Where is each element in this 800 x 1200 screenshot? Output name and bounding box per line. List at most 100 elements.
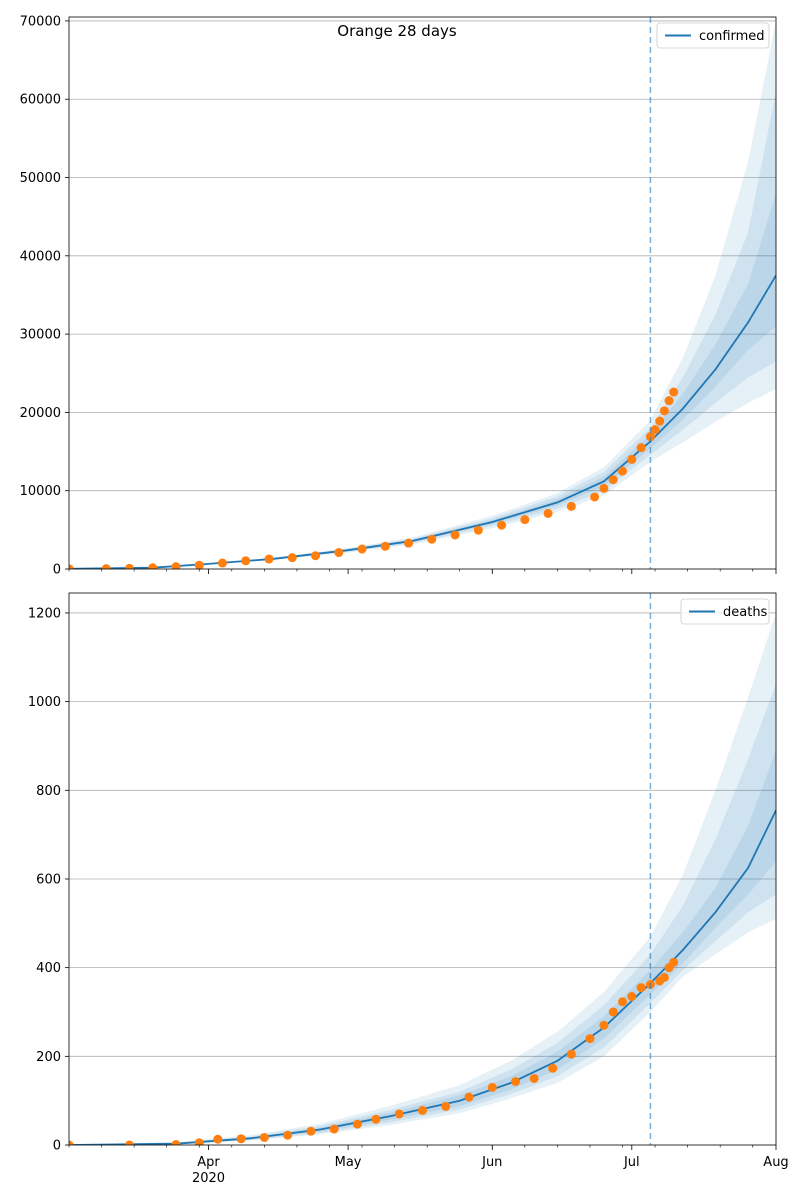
- legend-label: confirmed: [699, 29, 765, 44]
- legend-box: [680, 598, 770, 625]
- y-tick-label: 1000: [28, 695, 61, 710]
- observed-point: [124, 563, 134, 569]
- observed-point: [664, 396, 674, 406]
- legend: deaths: [680, 598, 770, 625]
- observed-point: [669, 957, 679, 967]
- observed-point: [418, 1105, 427, 1115]
- observed-point: [124, 1140, 134, 1145]
- observed-point: [287, 553, 297, 563]
- observed-point: [352, 1119, 362, 1129]
- observed-point: [608, 475, 618, 485]
- y-tick-label: 40000: [20, 249, 61, 264]
- observed-point: [655, 416, 665, 426]
- observed-point: [473, 525, 483, 535]
- observed-point: [543, 508, 553, 518]
- y-tick-label: 0: [53, 1139, 61, 1154]
- y-tick-label: 10000: [20, 484, 61, 499]
- observed-point: [566, 501, 576, 511]
- observed-point: [380, 541, 390, 551]
- plot-area: [69, 20, 776, 569]
- x-tick-sublabel: 2020: [192, 1171, 225, 1186]
- observed-point: [585, 1034, 595, 1044]
- axes-frame: [68, 592, 777, 1146]
- observed-point: [171, 1140, 181, 1145]
- observed-point: [520, 515, 530, 525]
- observed-point: [241, 556, 251, 566]
- observed-point: [599, 1020, 609, 1030]
- y-tick-label: 50000: [20, 171, 61, 186]
- x-tick-label: Apr: [197, 1155, 220, 1170]
- observed-point: [511, 1077, 521, 1087]
- observed-point: [264, 554, 274, 564]
- observed-point: [357, 544, 367, 554]
- uncertainty-band: [69, 20, 776, 569]
- confirmed-panel: 0 10000 20000 30000 40000 50000 60000 70000 conf…: [20, 14, 777, 578]
- observed-point: [659, 406, 669, 416]
- observed-point: [427, 534, 437, 544]
- uncertainty-band: [69, 613, 776, 1145]
- observed-point: [259, 1132, 269, 1142]
- observed-point: [645, 432, 655, 442]
- observed-point: [487, 1082, 497, 1092]
- observed-point: [283, 1130, 293, 1140]
- observed-point: [497, 520, 507, 530]
- legend-box: [656, 22, 770, 49]
- y-tick-label: 20000: [20, 406, 61, 421]
- y-tick-label: 400: [36, 961, 61, 976]
- observed-point: [548, 1063, 558, 1073]
- plot-area: [69, 613, 776, 1145]
- observed-point: [450, 530, 460, 540]
- observed-point: [627, 454, 637, 464]
- observed-point: [636, 983, 646, 993]
- observed-point: [566, 1049, 576, 1059]
- observed-point: [69, 564, 74, 569]
- observed-point: [608, 1007, 618, 1017]
- x-tick-label: Aug: [763, 1155, 788, 1170]
- uncertainty-band: [69, 91, 776, 569]
- y-tick-label: 1200: [28, 606, 61, 621]
- observed-point: [371, 1114, 381, 1124]
- uncertainty-band: [69, 750, 776, 1145]
- observed-point: [636, 443, 646, 453]
- observed-point: [618, 997, 628, 1007]
- observed-point: [441, 1101, 451, 1111]
- observed-point: [669, 387, 679, 397]
- x-tick-label: Jul: [623, 1155, 640, 1170]
- observed-point: [194, 1138, 204, 1145]
- x-tick-label: May: [335, 1155, 362, 1170]
- observed-point: [69, 1140, 74, 1145]
- observed-point: [194, 560, 204, 569]
- y-tick-label: 30000: [20, 328, 61, 343]
- uncertainty-band: [69, 193, 776, 569]
- observed-point: [529, 1073, 539, 1083]
- observed-point: [213, 1134, 223, 1144]
- median-forecast-line: [69, 274, 776, 569]
- observed-point: [171, 562, 181, 569]
- observed-point: [618, 466, 628, 476]
- legend: confirmed: [656, 22, 770, 49]
- y-tick-label: 60000: [20, 93, 61, 108]
- observed-point: [334, 548, 344, 558]
- observed-point: [627, 991, 637, 1001]
- observed-point: [650, 425, 660, 435]
- observed-point: [404, 538, 414, 548]
- observed-point: [148, 563, 158, 569]
- legend-label: deaths: [723, 605, 768, 620]
- observed-point: [394, 1109, 404, 1119]
- observed-point: [306, 1126, 316, 1136]
- observed-point: [101, 564, 111, 569]
- observed-point: [311, 551, 321, 561]
- observed-point: [599, 483, 609, 493]
- observed-point: [236, 1134, 246, 1144]
- x-tick-label: Jun: [481, 1155, 502, 1170]
- observed-point: [217, 558, 227, 568]
- y-tick-label: 70000: [20, 14, 61, 29]
- observed-point: [659, 972, 669, 982]
- figure-title: Orange 28 days: [337, 22, 457, 40]
- observed-point: [590, 492, 600, 502]
- observed-point: [329, 1124, 339, 1134]
- y-tick-label: 800: [36, 784, 61, 799]
- axes-frame: [68, 16, 777, 570]
- observed-point: [464, 1092, 474, 1102]
